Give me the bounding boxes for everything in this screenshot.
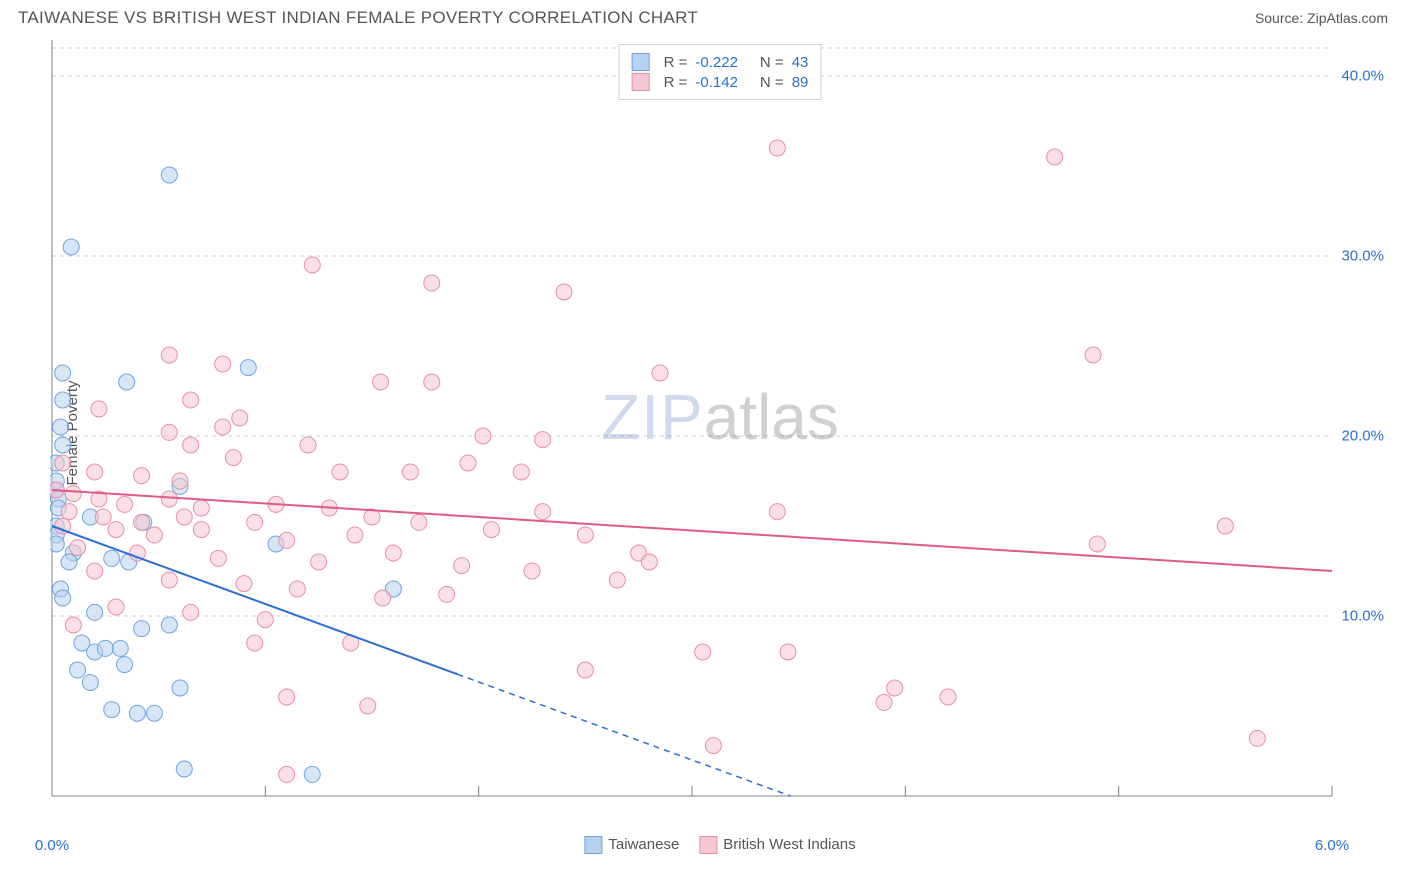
legend-swatch — [632, 73, 650, 91]
legend-r-value: -0.142 — [695, 74, 738, 91]
y-tick-label: 40.0% — [1341, 68, 1384, 85]
y-tick-label: 20.0% — [1341, 428, 1384, 445]
legend-row: R = -0.142 N = 89 — [632, 73, 809, 91]
y-tick-label: 30.0% — [1341, 248, 1384, 265]
legend-n-label: N = — [760, 74, 784, 91]
legend-r-value: -0.222 — [695, 54, 738, 71]
legend-item: British West Indians — [699, 836, 855, 854]
x-tick-label: 0.0% — [35, 837, 69, 854]
chart-header: TAIWANESE VS BRITISH WEST INDIAN FEMALE … — [0, 0, 1406, 32]
legend-swatch — [584, 836, 602, 854]
chart-area: Female Poverty ZIPatlas R =-0.222N =43R … — [50, 38, 1390, 828]
chart-title: TAIWANESE VS BRITISH WEST INDIAN FEMALE … — [18, 8, 698, 28]
legend-swatch — [699, 836, 717, 854]
scatter-plot — [50, 38, 1390, 828]
legend-item: Taiwanese — [584, 836, 679, 854]
legend-n-value: 43 — [792, 54, 809, 71]
x-tick-label: 6.0% — [1315, 837, 1349, 854]
legend-swatch — [632, 53, 650, 71]
series-legend: Taiwanese British West Indians — [584, 836, 855, 854]
legend-r-label: R = — [664, 54, 688, 71]
legend-n-label: N = — [760, 54, 784, 71]
legend-label: Taiwanese — [608, 836, 679, 853]
correlation-legend: R = -0.222 N = 43 R = -0.142 N = 89 — [619, 44, 822, 100]
legend-row: R = -0.222 N = 43 — [632, 53, 809, 71]
y-tick-label: 10.0% — [1341, 608, 1384, 625]
legend-label: British West Indians — [723, 836, 855, 853]
legend-n-value: 89 — [792, 74, 809, 91]
source-label: Source: ZipAtlas.com — [1255, 10, 1388, 26]
legend-r-label: R = — [664, 74, 688, 91]
